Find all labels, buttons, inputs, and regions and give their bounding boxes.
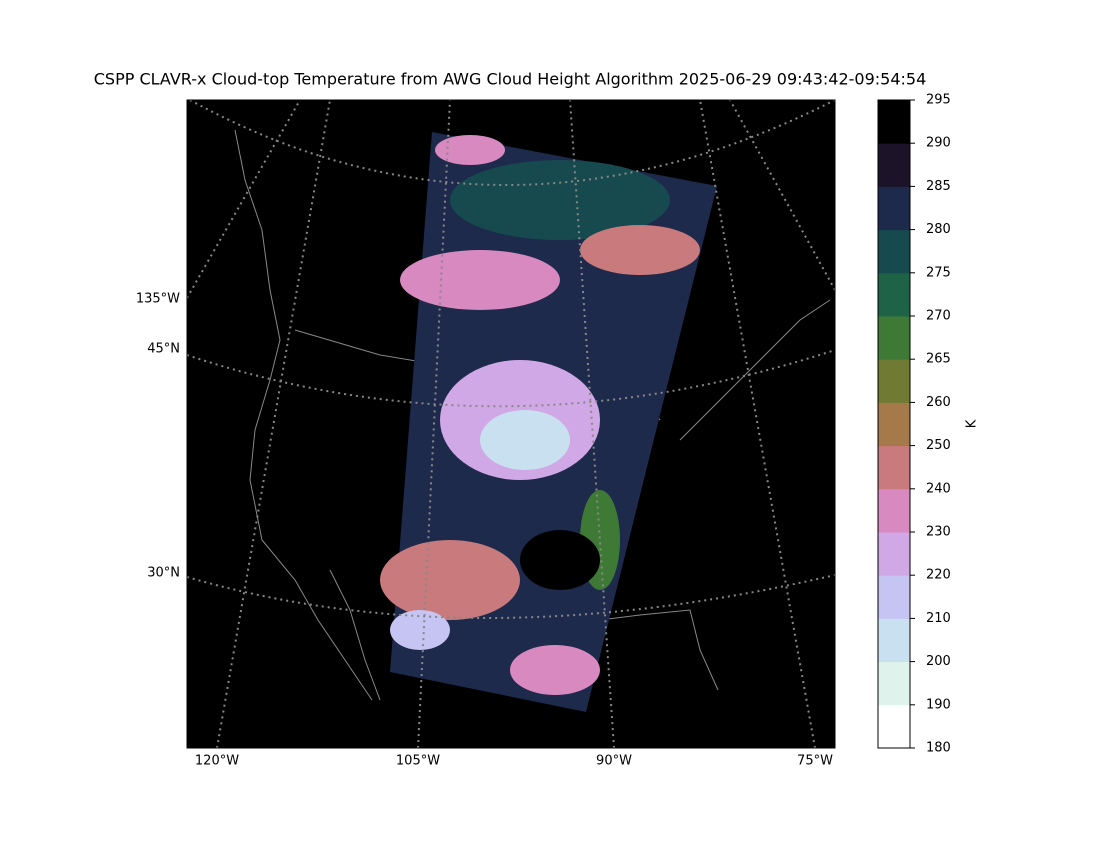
colorbar-segment — [878, 186, 910, 231]
bottom-label: 75°W — [797, 754, 833, 769]
colorbar-segment — [878, 143, 910, 187]
bottom-label: 120°W — [195, 754, 239, 769]
colorbar-tick-label: 295 — [926, 93, 951, 108]
map-frame — [186, 99, 836, 749]
map-area — [186, 99, 836, 749]
colorbar-segment — [878, 575, 910, 619]
colorbar-segment — [878, 488, 910, 533]
bottom-label: 90°W — [596, 754, 632, 769]
colorbar-tick-label: 220 — [926, 568, 951, 583]
left-label: 45°N — [147, 342, 180, 357]
colorbar-tick-label: 180 — [926, 741, 951, 756]
colorbar-segment — [878, 402, 910, 447]
colorbar-tick-label: 285 — [926, 179, 951, 194]
colorbar-frame — [877, 99, 911, 749]
colorbar-label: K — [965, 419, 980, 428]
colorbar: K 180 190 200 210 220 230 240 250 260 265 270 275 28… — [877, 93, 980, 756]
colorbar-tick-label: 250 — [926, 438, 951, 453]
left-label: 135°W — [136, 292, 180, 307]
colorbar-tick-label: 270 — [926, 309, 951, 324]
colorbar-tick-label: 190 — [926, 697, 951, 712]
swath — [380, 132, 717, 712]
colorbar-tick-label: 200 — [926, 654, 951, 669]
colorbar-segment — [878, 100, 910, 144]
colorbar-tick-label: 210 — [926, 611, 951, 626]
colorbar-tick-label: 240 — [926, 481, 951, 496]
colorbar-tick-label: 275 — [926, 265, 951, 280]
colorbar-segment — [878, 618, 910, 663]
colorbar-tick-label: 265 — [926, 352, 951, 367]
colorbar-segment — [878, 272, 910, 317]
colorbar-segment — [878, 445, 910, 490]
colorbar-segment — [878, 229, 910, 274]
colorbar-tick-label: 290 — [926, 136, 951, 151]
left-label: 30°N — [147, 566, 180, 581]
colorbar-segment — [878, 532, 910, 576]
colorbar-segment — [878, 704, 910, 749]
colorbar-tick-label: 260 — [926, 395, 951, 410]
colorbar-tick-label: 230 — [926, 525, 951, 540]
colorbar-tick-label: 280 — [926, 222, 951, 237]
colorbar-segment — [878, 359, 910, 403]
map-title: CSPP CLAVR-x Cloud-top Temperature from … — [94, 70, 927, 89]
coastline — [234, 129, 831, 701]
graticule — [186, 99, 836, 749]
colorbar-segment — [878, 661, 910, 706]
colorbar-segment — [878, 316, 910, 360]
bottom-label: 105°W — [396, 754, 440, 769]
axis-labels: 135°W 45°N 30°N 120°W 105°W 90°W 75°W — [136, 292, 833, 769]
